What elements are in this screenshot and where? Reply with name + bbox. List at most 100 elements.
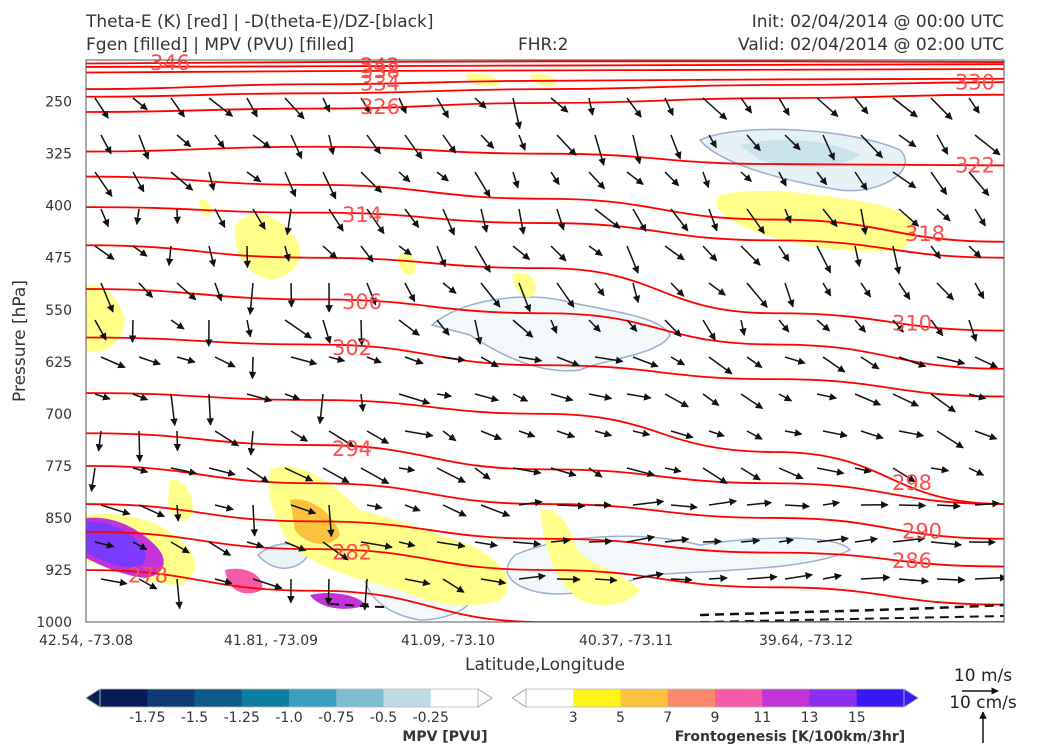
wind-vector [512,393,529,402]
wind-vector [208,97,234,117]
wind-vector [626,534,656,543]
wind-vector [138,282,154,299]
wind-vector [214,356,236,368]
wind-vector [816,467,845,476]
wind-vector [436,541,466,550]
wind-vector [778,319,790,333]
wind-vector [974,134,1001,156]
wind-vector [361,578,370,611]
wind-vector [474,540,498,549]
wind-vector [246,97,258,118]
colorbar-tick-label: -1.75 [129,710,165,726]
wind-vector [670,430,694,440]
wind-vector [854,393,882,406]
wind-vector [208,467,236,477]
wind-vector [746,499,773,507]
wind-vector [132,245,148,257]
wind-vector [968,171,990,197]
wind-vector [474,245,491,273]
theta-e-contour-label: 290 [902,519,942,543]
wind-vector [474,171,491,198]
wind-vector [404,504,421,512]
x-tick-label: 40.37, -73.11 [579,633,673,649]
wind-vector [860,430,884,440]
wind-vector [936,134,949,155]
wind-vector [708,282,726,296]
wind-vector [404,282,416,303]
wind-vector [480,356,499,368]
wind-vector [436,391,452,399]
wind-vector [854,245,862,268]
x-tick-label: 42.54, -73.08 [39,633,133,649]
wind-vector [892,171,917,189]
wind-vector [702,537,722,546]
theta-e-contour-line [86,60,1004,65]
theta-e-contour-label: 342 [360,54,400,78]
wind-vector [746,430,763,440]
wind-vector [328,430,355,447]
wind-vector [214,578,233,586]
wind-vector [588,467,603,478]
wind-vector [588,393,613,401]
wind-vector [550,393,574,402]
wind-vector [740,245,761,266]
theta-e-contour-line [86,145,1004,167]
wind-vector [854,171,868,191]
wind-vector [778,537,795,545]
wind-vector [360,97,372,114]
title-line-1: Theta-E (K) [red] | -D(theta-E)/DZ-[blac… [86,12,434,32]
y-tick-label: 775 [45,459,72,475]
mpv-colorbar: -1.75 -1.5 -1.25 -1.0 -0.75 -0.5 -0.25 [85,688,493,726]
wind-vector [968,467,985,476]
wind-vector [670,134,682,160]
wind-vector [480,208,489,233]
y-tick-label: 475 [45,251,72,267]
wind-vector [512,540,542,548]
wind-vector [518,208,526,235]
wind-vector [550,97,569,113]
wind-vector [664,97,674,116]
wind-vector [398,319,420,336]
wind-vector [322,245,338,259]
theta-e-contour-line [86,77,1004,91]
wind-vector [132,541,148,551]
wind-vector [936,356,966,366]
wind-vector [165,245,174,267]
wind-vector [284,467,314,482]
wind-vector [134,208,142,226]
wind-vector [360,171,383,193]
wind-vector [404,356,424,365]
wind-vector [442,578,465,593]
wind-vector [664,466,682,474]
wind-vector [366,282,377,306]
wind-vector [248,356,257,380]
wind-vector [556,356,580,367]
wind-vector [436,97,450,119]
wind-vector [327,504,335,538]
fgen-region [398,252,416,276]
wind-vector [702,319,716,341]
colorbar-tick-label: -0.75 [318,710,354,726]
theta-e-contour-label: 282 [332,540,372,564]
wind-vector [322,97,331,113]
wind-vector [968,97,980,114]
colorbar-tick-label: -1.5 [181,710,208,726]
colorbar-swatch [289,689,337,707]
wind-vector [138,356,161,366]
wind-vector [290,356,318,366]
wind-vector [587,97,595,116]
wind-vector [246,467,270,483]
theta-e-contour-line [86,244,1004,332]
fgen-colorbar: 3 5 7 9 11 13 15 [511,688,919,726]
colorbar-swatch [147,689,195,707]
wind-vector [664,171,680,187]
wind-vector [784,282,795,308]
wind-vector [898,501,927,510]
colorbar-frame [99,688,479,708]
wind-vector [550,245,567,262]
wind-vector [784,134,801,151]
wind-vector [816,245,832,274]
wind-vector [404,208,420,229]
theta-e-contour-line [86,464,1004,540]
colorbar-extend-left [511,688,527,708]
